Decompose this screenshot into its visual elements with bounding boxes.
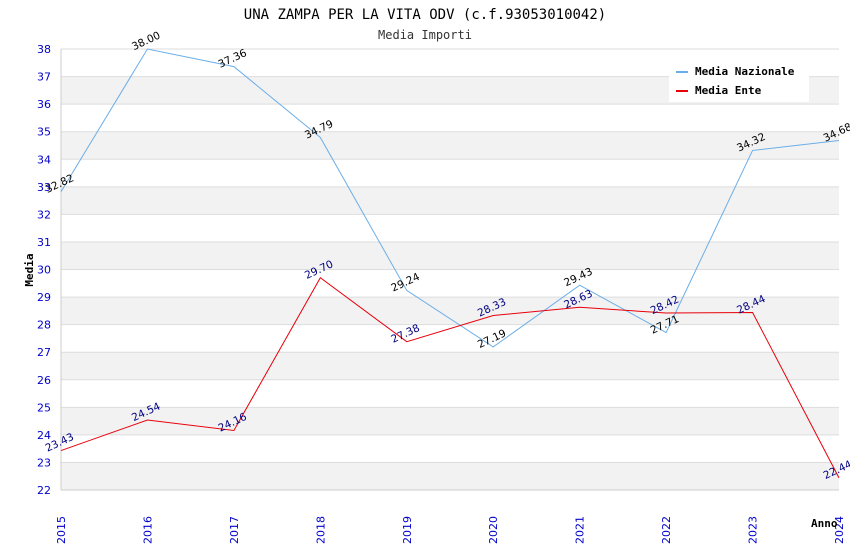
- chart-title: UNA ZAMPA PER LA VITA ODV (c.f.930530100…: [244, 7, 606, 23]
- x-tick-label: 2020: [487, 516, 500, 544]
- legend: Media Nazionale Media Ente: [669, 60, 809, 102]
- x-tick-label: 2018: [314, 516, 327, 544]
- chart-subtitle: Media Importi: [378, 28, 472, 42]
- y-tick-label: 35: [37, 126, 51, 139]
- x-tick-label: 2024: [833, 516, 846, 544]
- plot-band: [61, 407, 839, 435]
- plot-band: [61, 434, 839, 463]
- x-tick-label: 2022: [660, 516, 673, 544]
- x-tick-label: 2023: [747, 516, 760, 544]
- y-tick-label: 30: [37, 264, 51, 277]
- x-tick-label: 2021: [574, 516, 587, 544]
- y-tick-label: 22: [37, 484, 51, 497]
- y-tick-label: 28: [37, 319, 51, 332]
- plot-band: [61, 104, 839, 132]
- plot-band: [61, 379, 839, 408]
- x-tick-label: 2016: [141, 516, 154, 544]
- y-tick-label: 31: [37, 236, 51, 249]
- x-tick-label: 2017: [228, 516, 241, 544]
- y-axis-ticks: 22 23 24 25 26 27 28 29 30 31 32 33 34 35 36 37 38: [37, 43, 51, 497]
- y-tick-label: 32: [37, 208, 51, 221]
- plot-band: [61, 269, 839, 298]
- plot-band: [61, 297, 839, 325]
- plot-band: [61, 462, 839, 490]
- plot-band: [61, 186, 839, 215]
- plot-band: [61, 131, 839, 160]
- x-axis-label: Anno: [811, 517, 838, 530]
- y-tick-label: 36: [37, 98, 51, 111]
- series-lines: [60, 48, 840, 479]
- plot-band: [61, 352, 839, 380]
- x-tick-label: 2019: [401, 516, 414, 544]
- y-tick-label: 24: [37, 429, 51, 442]
- y-tick-label: 26: [37, 374, 51, 387]
- y-tick-label: 38: [37, 43, 51, 56]
- y-tick-label: 27: [37, 346, 51, 359]
- series-line-media-nazionale: [60, 48, 840, 348]
- legend-label-media-nazionale: Media Nazionale: [695, 65, 795, 78]
- x-axis-ticks: 2015 2016 2017 2018 2019 2020 2021 2022 2023 2024: [55, 516, 846, 544]
- y-tick-label: 33: [37, 181, 51, 194]
- x-tick-label: 2015: [55, 516, 68, 544]
- plot-band: [61, 159, 839, 187]
- legend-label-media-ente: Media Ente: [695, 84, 762, 97]
- y-axis-label: Media: [23, 253, 36, 286]
- y-tick-label: 25: [37, 401, 51, 414]
- plot-band: [61, 241, 839, 270]
- y-tick-label: 23: [37, 456, 51, 469]
- plot-band: [61, 214, 839, 242]
- legend-box: [669, 60, 809, 102]
- series-line-media-ente: [60, 277, 840, 479]
- y-tick-label: 37: [37, 71, 51, 84]
- plot-band: [61, 324, 839, 353]
- y-tick-label: 34: [37, 153, 51, 166]
- plot-background-bands: [60, 48, 839, 491]
- y-tick-label: 29: [37, 291, 51, 304]
